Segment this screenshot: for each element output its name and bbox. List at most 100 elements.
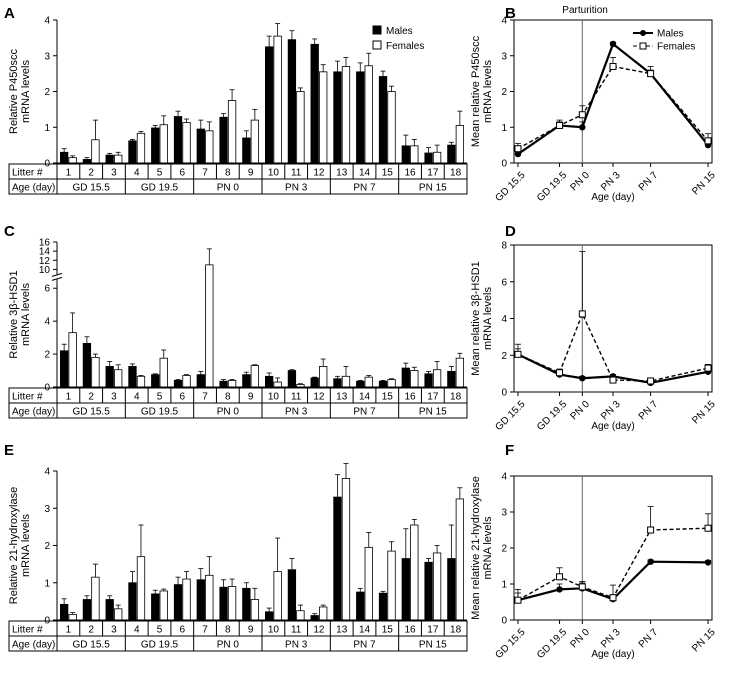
panel-c-table-age-PN-15: PN 15 <box>419 407 447 418</box>
panel-a-female-bar-2 <box>91 139 100 164</box>
panel-c-male-bar-2 <box>82 342 92 388</box>
panel-e-female-bar-11 <box>296 610 305 621</box>
panel-e-female-bar-1 <box>68 614 77 621</box>
panel-c-female-bar-8 <box>227 380 237 388</box>
panel-f-xtick-label-2: GD 19.5 <box>535 627 569 661</box>
panel-a-ytick-label-1: 1 <box>44 123 50 134</box>
panel-c-male-bar-18 <box>447 370 456 388</box>
panel-c-female-bar-18 <box>455 357 465 388</box>
panel-c-female-bar-1 <box>68 332 77 388</box>
panel-b-males-point-1 <box>514 150 522 158</box>
panel-c-table-age-GD-15-5: GD 15.5 <box>73 407 111 418</box>
panel-b-ylabel-line-1: Mean relative P450scc <box>470 35 482 147</box>
panel-e-male-bar-8 <box>219 586 228 621</box>
panel-b-females-point-5 <box>647 70 655 78</box>
panel-a-table-litter-2: 2 <box>88 168 94 179</box>
panel-d-xtick-label-5: PN 7 <box>637 399 661 423</box>
panel-e-table-litter-10: 10 <box>268 625 280 636</box>
panel-c-female-bar-5 <box>159 357 168 388</box>
panel-a-female-bar-11 <box>296 91 305 164</box>
panel-e-table-age-PN-15: PN 15 <box>419 640 447 651</box>
panel-e-male-bar-18 <box>447 558 456 621</box>
panel-e-male-bar-12 <box>310 615 319 621</box>
panel-c-table-litter-18: 18 <box>450 392 462 403</box>
panel-e-label: E <box>4 442 14 459</box>
panel-c-ylabel-line-2: mRNA levels <box>20 283 32 346</box>
panel-b-females-line <box>517 65 709 150</box>
panel-b-parturition-label: Parturition <box>562 5 608 16</box>
panel-e-table-litter-18: 18 <box>450 625 462 636</box>
panel-f-females-line <box>517 527 709 601</box>
panel-c-ytick-label-12: 12 <box>39 256 51 267</box>
panel-e-table-litter-8: 8 <box>225 625 231 636</box>
legend-b-females-label: Females <box>657 42 695 53</box>
panel-e-male-bar-11 <box>287 569 297 621</box>
panel-f-females-point-3 <box>578 583 586 591</box>
panel-e-table-litter-7: 7 <box>202 625 208 636</box>
panel-b-xtick-label-3: PN 0 <box>568 170 592 194</box>
panel-c-female-bar-17 <box>432 369 442 388</box>
panel-a-ytick-label-2: 2 <box>44 87 50 98</box>
panel-f-females-point-4 <box>609 594 617 602</box>
panel-a-female-bar-8 <box>227 100 237 164</box>
panel-e-female-bar-8 <box>227 586 237 621</box>
panel-a-male-bar-16 <box>401 145 410 164</box>
panel-a-ytick-label-4: 4 <box>44 16 50 27</box>
legend-a-females-label: Females <box>386 41 424 52</box>
legend-b-females-marker <box>639 42 647 50</box>
panel-a-male-bar-4 <box>128 140 137 164</box>
panel-a-table-litter-9: 9 <box>248 168 254 179</box>
panel-c-table-litter-15: 15 <box>382 392 394 403</box>
panel-b-xtick-label-1: GD 15.5 <box>493 170 527 204</box>
panel-f-label: F <box>505 442 514 459</box>
panel-f-xtick-label-5: PN 7 <box>637 627 661 651</box>
panel-c-table-litter-2: 2 <box>88 392 94 403</box>
panel-f-ytick-label-2: 2 <box>501 544 507 555</box>
panel-e-table-litter-2: 2 <box>88 625 94 636</box>
panel-c-female-bar-15 <box>387 379 396 388</box>
panel-b-ytick-label-0: 0 <box>501 159 507 170</box>
panel-a-female-bar-10 <box>273 35 282 164</box>
panel-a-male-bar-8 <box>219 116 228 164</box>
panel-d-xtick-label-4: PN 3 <box>599 399 623 423</box>
panel-e-table-age-PN-3: PN 3 <box>285 640 308 651</box>
panel-f-males-point-6 <box>704 559 712 566</box>
panel-c-table-litter-9: 9 <box>248 392 254 403</box>
panel-a-table-age-PN-15: PN 15 <box>419 183 447 194</box>
panel-a-table-litter-17: 17 <box>427 168 439 179</box>
panel-a-table-litter-3: 3 <box>111 168 117 179</box>
panel-c-male-bar-14 <box>356 380 365 388</box>
panel-a-male-bar-7 <box>196 128 205 164</box>
panel-a-female-bar-9 <box>250 119 260 164</box>
panel-f-xtick-label-6: PN 15 <box>690 627 718 655</box>
panel-c-table-age-GD-19-5: GD 19.5 <box>141 407 179 418</box>
panel-e-male-bar-2 <box>82 599 92 621</box>
panel-a-table-litter-18: 18 <box>450 168 462 179</box>
panel-a-female-bar-4 <box>136 132 146 164</box>
panel-e-female-bar-5 <box>159 590 168 621</box>
panel-e-female-bar-14 <box>364 546 373 621</box>
panel-e-female-bar-6 <box>182 578 191 621</box>
panel-a-male-bar-1 <box>59 151 69 164</box>
panel-c-male-bar-11 <box>287 370 297 388</box>
panel-f-ytick-label-3: 3 <box>501 508 507 519</box>
panel-c-male-bar-17 <box>424 373 433 388</box>
panel-a-female-bar-6 <box>182 122 191 164</box>
panel-b-label: B <box>505 5 516 22</box>
panel-c-female-bar-9 <box>250 365 260 388</box>
panel-e-female-bar-2 <box>91 576 100 621</box>
panel-d-xlabel: Age (day) <box>591 421 634 432</box>
panel-a-female-bar-5 <box>159 124 168 164</box>
panel-f-females-point-1 <box>514 596 522 604</box>
legend-b-males-label: Males <box>657 29 684 40</box>
panel-f-males-line <box>517 560 709 602</box>
panel-a-table-litter-12: 12 <box>313 168 325 179</box>
panel-e-female-bar-17 <box>432 552 442 621</box>
legend-a-males-label: Males <box>386 26 413 37</box>
panel-c-table-litter-14: 14 <box>359 392 371 403</box>
panel-c-female-bar-16 <box>410 370 419 388</box>
panel-d-females-point-4 <box>609 376 617 384</box>
panel-a-table-age-PN-0: PN 0 <box>217 183 240 194</box>
panel-a-table-litter-10: 10 <box>268 168 280 179</box>
panel-a-female-bar-18 <box>455 125 465 164</box>
